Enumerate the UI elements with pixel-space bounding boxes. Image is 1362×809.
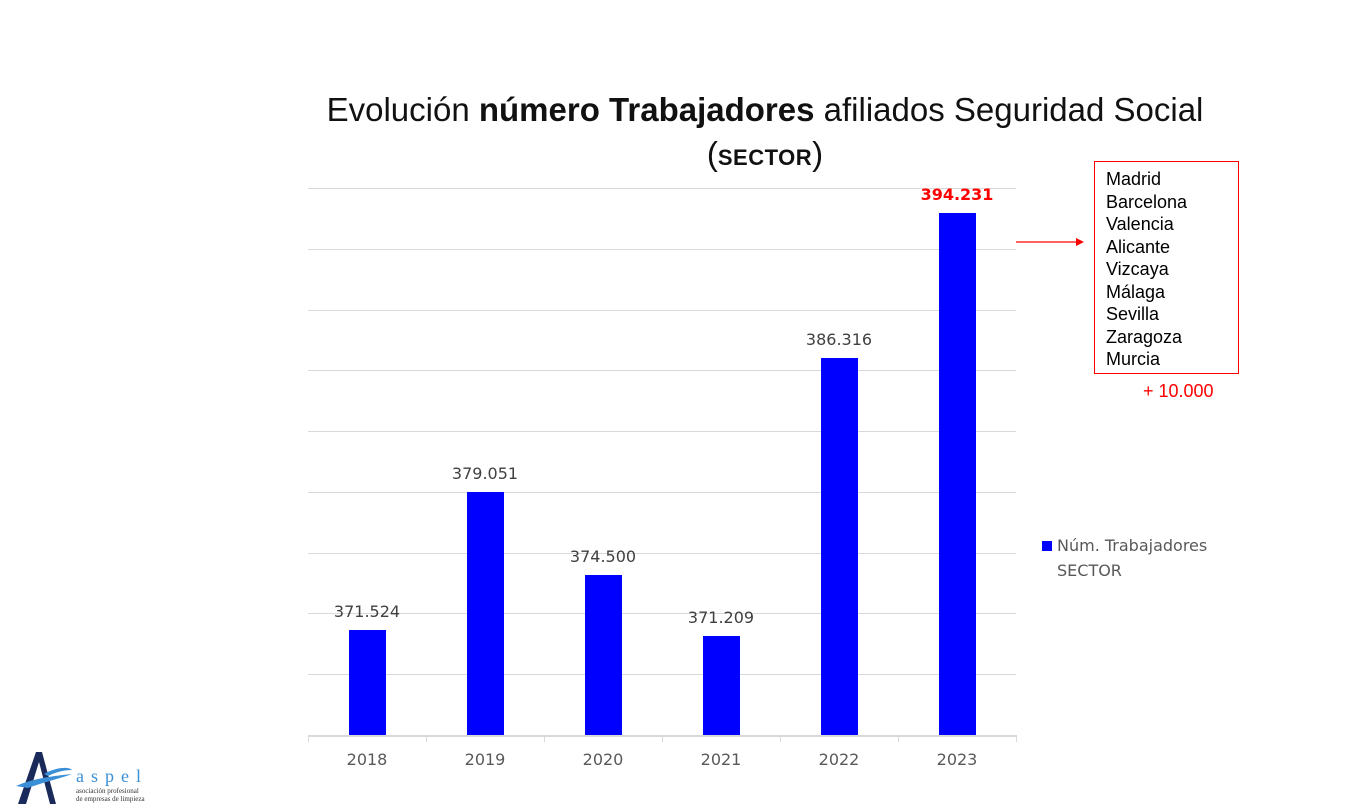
value-label-2019: 379.051: [451, 463, 519, 483]
city-item: Sevilla: [1106, 304, 1160, 324]
x-tick: [426, 735, 427, 742]
city-item: Vizcaya: [1106, 259, 1169, 279]
chart-subtitle: (SECTOR): [300, 132, 1230, 180]
title-bold: número Trabajadores: [478, 91, 815, 128]
value-label-2022: 386.316: [805, 330, 873, 350]
x-label-2023: 2023: [936, 750, 978, 769]
x-label-2021: 2021: [700, 750, 742, 769]
city-item: Valencia: [1106, 214, 1174, 234]
paren-close: ): [812, 135, 824, 172]
arrow-icon: [1016, 238, 1084, 246]
legend-swatch: [1042, 541, 1052, 551]
cities-box: Madrid Barcelona Valencia Alicante Vizcaya Má…: [1094, 161, 1239, 374]
gridline: [308, 613, 1016, 615]
x-tick: [308, 735, 309, 742]
city-item: Madrid: [1106, 169, 1162, 189]
legend-item: Núm. Trabajadores: [1042, 533, 1207, 558]
city-item: Málaga: [1106, 281, 1166, 302]
legend: Núm. Trabajadores SECTOR: [1042, 533, 1207, 583]
x-label-2022: 2022: [818, 750, 860, 769]
gridline: [308, 552, 1016, 554]
gridline: [308, 370, 1016, 372]
x-tick: [544, 735, 545, 742]
gridline: [308, 309, 1016, 311]
city-item: Murcia: [1106, 349, 1161, 369]
gridline: [308, 491, 1016, 493]
bar-2022: [820, 358, 858, 735]
value-label-2023: 394.231: [920, 185, 994, 205]
value-label-2021: 371.209: [687, 607, 755, 627]
value-label-2018: 371.524: [333, 601, 401, 621]
aspel-logo: aspel asociación profesional de empresas…: [16, 752, 148, 804]
bar-2020: [584, 575, 622, 735]
bar-2023: [938, 213, 976, 735]
bar-2018: [348, 629, 386, 735]
value-label-2020: 374.500: [569, 547, 637, 567]
city-item: Barcelona: [1106, 191, 1188, 212]
gridline: [308, 188, 1016, 189]
title-suffix: afiliados Seguridad Social: [814, 91, 1204, 128]
delta-label: + 10.000: [1143, 381, 1214, 401]
gridline: [308, 248, 1016, 250]
bar-2019: [466, 491, 504, 735]
svg-text:de empresas de limpieza: de empresas de limpieza: [76, 795, 146, 803]
city-item: Alicante: [1106, 236, 1171, 257]
plot-area: 371.524 2018 379.051 2019 374.500 2020 371.209…: [308, 185, 1017, 769]
x-tick: [662, 735, 663, 742]
x-label-2019: 2019: [464, 750, 506, 769]
gridline: [308, 674, 1016, 676]
city-item: Zaragoza: [1106, 326, 1183, 347]
bar-2021: [702, 635, 740, 735]
x-tick: [780, 735, 781, 742]
x-label-2020: 2020: [582, 750, 624, 769]
x-tick: [1016, 735, 1017, 742]
logo-name: aspel: [76, 766, 148, 786]
subtitle-sector: SECTOR: [717, 145, 813, 170]
title-prefix: Evolución: [326, 91, 479, 128]
gridline: [308, 431, 1016, 433]
svg-text:asociación profesional: asociación profesional: [76, 787, 139, 795]
chart-title: Evolución número Trabajadores afiliados …: [300, 88, 1230, 180]
legend-label-line1: Núm. Trabajadores: [1057, 536, 1208, 555]
paren-open: (: [706, 135, 718, 172]
x-label-2018: 2018: [346, 750, 388, 769]
x-tick: [898, 735, 899, 742]
legend-label-line2: SECTOR: [1057, 561, 1122, 580]
